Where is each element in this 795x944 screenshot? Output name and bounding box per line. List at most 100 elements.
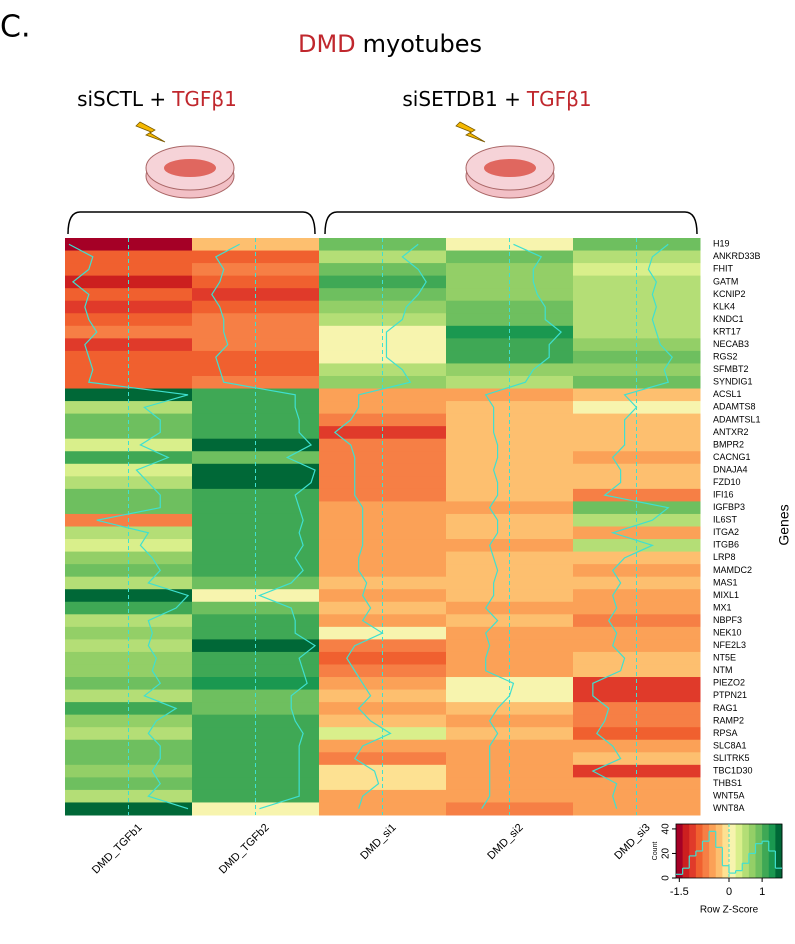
heat-cell [319, 313, 447, 327]
gene-label: FZD10 [713, 477, 741, 487]
key-swatch [676, 824, 684, 878]
gene-label: NEK10 [713, 627, 742, 637]
gene-label: NBPF3 [713, 615, 742, 625]
heat-cell [446, 250, 574, 264]
gene-label: CACNG1 [713, 452, 751, 462]
heat-cell [192, 438, 320, 452]
gene-label: IGFBP3 [713, 502, 745, 512]
gene-label: ANKRD33B [713, 251, 761, 261]
heat-cell [573, 677, 701, 691]
heat-cell [192, 539, 320, 553]
key-y-tick-label: 20 [661, 847, 672, 859]
heat-cell [573, 438, 701, 452]
heat-cell [65, 313, 193, 327]
heat-cell [446, 614, 574, 628]
heat-cell [319, 777, 447, 791]
gene-label: KRT17 [713, 326, 741, 336]
gene-label: H19 [713, 239, 730, 249]
heat-cell [192, 300, 320, 314]
heat-cell [573, 313, 701, 327]
condition-treatment: TGFβ1 [171, 87, 237, 111]
heat-cell [65, 438, 193, 452]
gene-label: MX1 [713, 602, 732, 612]
heat-cell [65, 677, 193, 691]
key-x-tick-label: -1.5 [670, 886, 689, 898]
heat-cell [446, 375, 574, 390]
gene-label: KNDC1 [713, 314, 744, 324]
gene-label: RPSA [713, 728, 738, 738]
heat-cell [446, 664, 574, 678]
column-label: DMD_si3 [612, 822, 652, 862]
heat-cell [192, 238, 320, 252]
heat-cell [319, 614, 447, 628]
heat-cell [65, 601, 193, 615]
gene-label: NFE2L3 [713, 640, 746, 650]
trace-line [211, 243, 317, 810]
gene-label: MAMDC2 [713, 565, 752, 575]
heat-cell [446, 438, 574, 452]
heat-cell [573, 300, 701, 314]
heat-cell [446, 539, 574, 553]
key-swatch [748, 824, 756, 878]
key-x-label: Row Z-Score [700, 905, 759, 916]
panel-label: C. [0, 10, 30, 45]
heat-cell [446, 777, 574, 791]
heat-cell [573, 539, 701, 553]
heat-cell [446, 426, 574, 440]
key-y-label: Count [652, 842, 659, 861]
column-label: DMD_TGFb1 [90, 822, 145, 877]
heat-cell [319, 438, 447, 452]
heat-cell [192, 664, 320, 678]
gene-label: KCNIP2 [713, 289, 746, 299]
heat-cell [192, 375, 320, 390]
key-swatch [755, 824, 763, 878]
key-swatch [715, 824, 723, 878]
column-label: DMD_si1 [358, 822, 398, 862]
gene-label: LRP8 [713, 552, 736, 562]
heat-cell [319, 739, 447, 753]
y-axis-label: Genes [776, 504, 792, 545]
trace-line [68, 243, 190, 810]
gene-label: WNT8A [713, 803, 745, 813]
gene-label: WNT5A [713, 791, 745, 801]
heat-cell [573, 601, 701, 615]
heat-cell [319, 363, 447, 377]
key-x-tick-label: 0 [726, 886, 732, 898]
heat-cell [446, 300, 574, 314]
condition-treatment: TGFβ1 [526, 87, 592, 111]
key-swatch [762, 824, 770, 878]
gene-label: PTPN21 [713, 690, 747, 700]
heat-cell [192, 677, 320, 691]
key-swatch [709, 824, 717, 878]
gene-label: ITGA2 [713, 527, 739, 537]
gene-label: ADAMTSL1 [713, 414, 761, 424]
gene-label: FHIT [713, 264, 733, 274]
heat-cell [573, 739, 701, 753]
heat-cell [192, 727, 320, 741]
heat-cell [319, 375, 447, 390]
figure-title: DMD myotubes [298, 30, 482, 58]
gene-label: ANTXR2 [713, 427, 749, 437]
gene-label: MAS1 [713, 577, 738, 587]
gene-label: RAMP2 [713, 715, 744, 725]
heat-cell [319, 488, 447, 502]
heat-cell [446, 238, 574, 252]
gene-label: IFI16 [713, 490, 734, 500]
heat-cell [573, 614, 701, 628]
gene-label: NTM [713, 665, 733, 675]
heat-cell [65, 300, 193, 314]
gene-label: SFMBT2 [713, 364, 749, 374]
petri-dish [145, 145, 555, 199]
heat-cell [573, 664, 701, 678]
condition-name: siSCTL + [77, 87, 166, 111]
gene-label: PIEZO2 [713, 678, 745, 688]
heat-cell [65, 777, 193, 791]
heat-cell [319, 250, 447, 264]
key-swatch [682, 824, 690, 878]
gene-label: KLK4 [713, 301, 735, 311]
gene-label: GATM [713, 276, 738, 286]
heat-cell [319, 539, 447, 553]
heat-cell [573, 375, 701, 390]
